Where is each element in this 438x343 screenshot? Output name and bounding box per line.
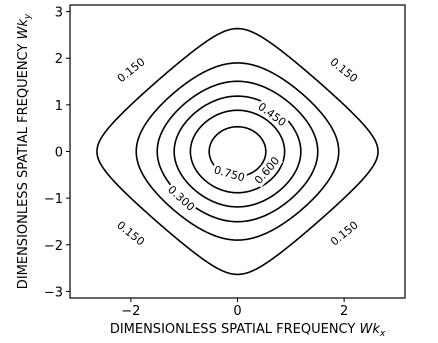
- x-tick-label: 2: [340, 304, 348, 319]
- contour-level-4: [189, 109, 286, 194]
- contour-label-bg: [113, 53, 149, 87]
- y-tick-label: 2: [55, 52, 63, 67]
- y-tick-label: −2: [44, 239, 63, 254]
- x-axis-label: DIMENSIONLESS SPATIAL FREQUENCY Wkx: [110, 322, 386, 339]
- contour-label: 0.150: [113, 216, 149, 250]
- contour-label-text: 0.150: [327, 55, 360, 85]
- contour-label-bg: [113, 216, 149, 250]
- y-tick-label: −1: [44, 192, 63, 207]
- contour-label-bg: [211, 161, 248, 185]
- y-tick-label: 0: [55, 146, 63, 161]
- x-tick-label: −2: [121, 304, 140, 319]
- contour-label-bg: [164, 181, 199, 215]
- contour-label: 0.150: [113, 53, 149, 87]
- contour-label-bg: [326, 216, 362, 250]
- y-tick-label: 1: [55, 99, 63, 114]
- contour-label-bg: [254, 98, 291, 130]
- axis-ticks: −2 0 2 −3 −2 −1 0 1 2 3: [44, 6, 348, 319]
- y-tick-label: −3: [44, 285, 63, 300]
- y-axis-label: DIMENSIONLESS SPATIAL FREQUENCY Wky: [16, 13, 33, 289]
- plot-frame: [69, 4, 406, 299]
- contour-label-bg: [326, 53, 362, 87]
- contour-level-1: [135, 62, 340, 241]
- contour-lines: [96, 27, 379, 276]
- contour-label-text: 0.150: [114, 219, 147, 249]
- contour-label-text: 0.750: [212, 163, 246, 184]
- contour-level-0: [96, 27, 379, 276]
- contour-label-bg: [250, 152, 284, 188]
- contour-label: 0.750: [211, 161, 248, 185]
- contour-label-text: 0.150: [328, 219, 361, 249]
- contour-label: 0.150: [326, 216, 362, 250]
- x-tick-label: 0: [233, 304, 241, 319]
- plot-area: [69, 4, 406, 299]
- contour-label: 0.150: [326, 53, 362, 87]
- contour-label-text: 0.150: [115, 55, 148, 85]
- y-tick-label: 3: [55, 6, 63, 21]
- contour-label: 0.300: [164, 181, 199, 215]
